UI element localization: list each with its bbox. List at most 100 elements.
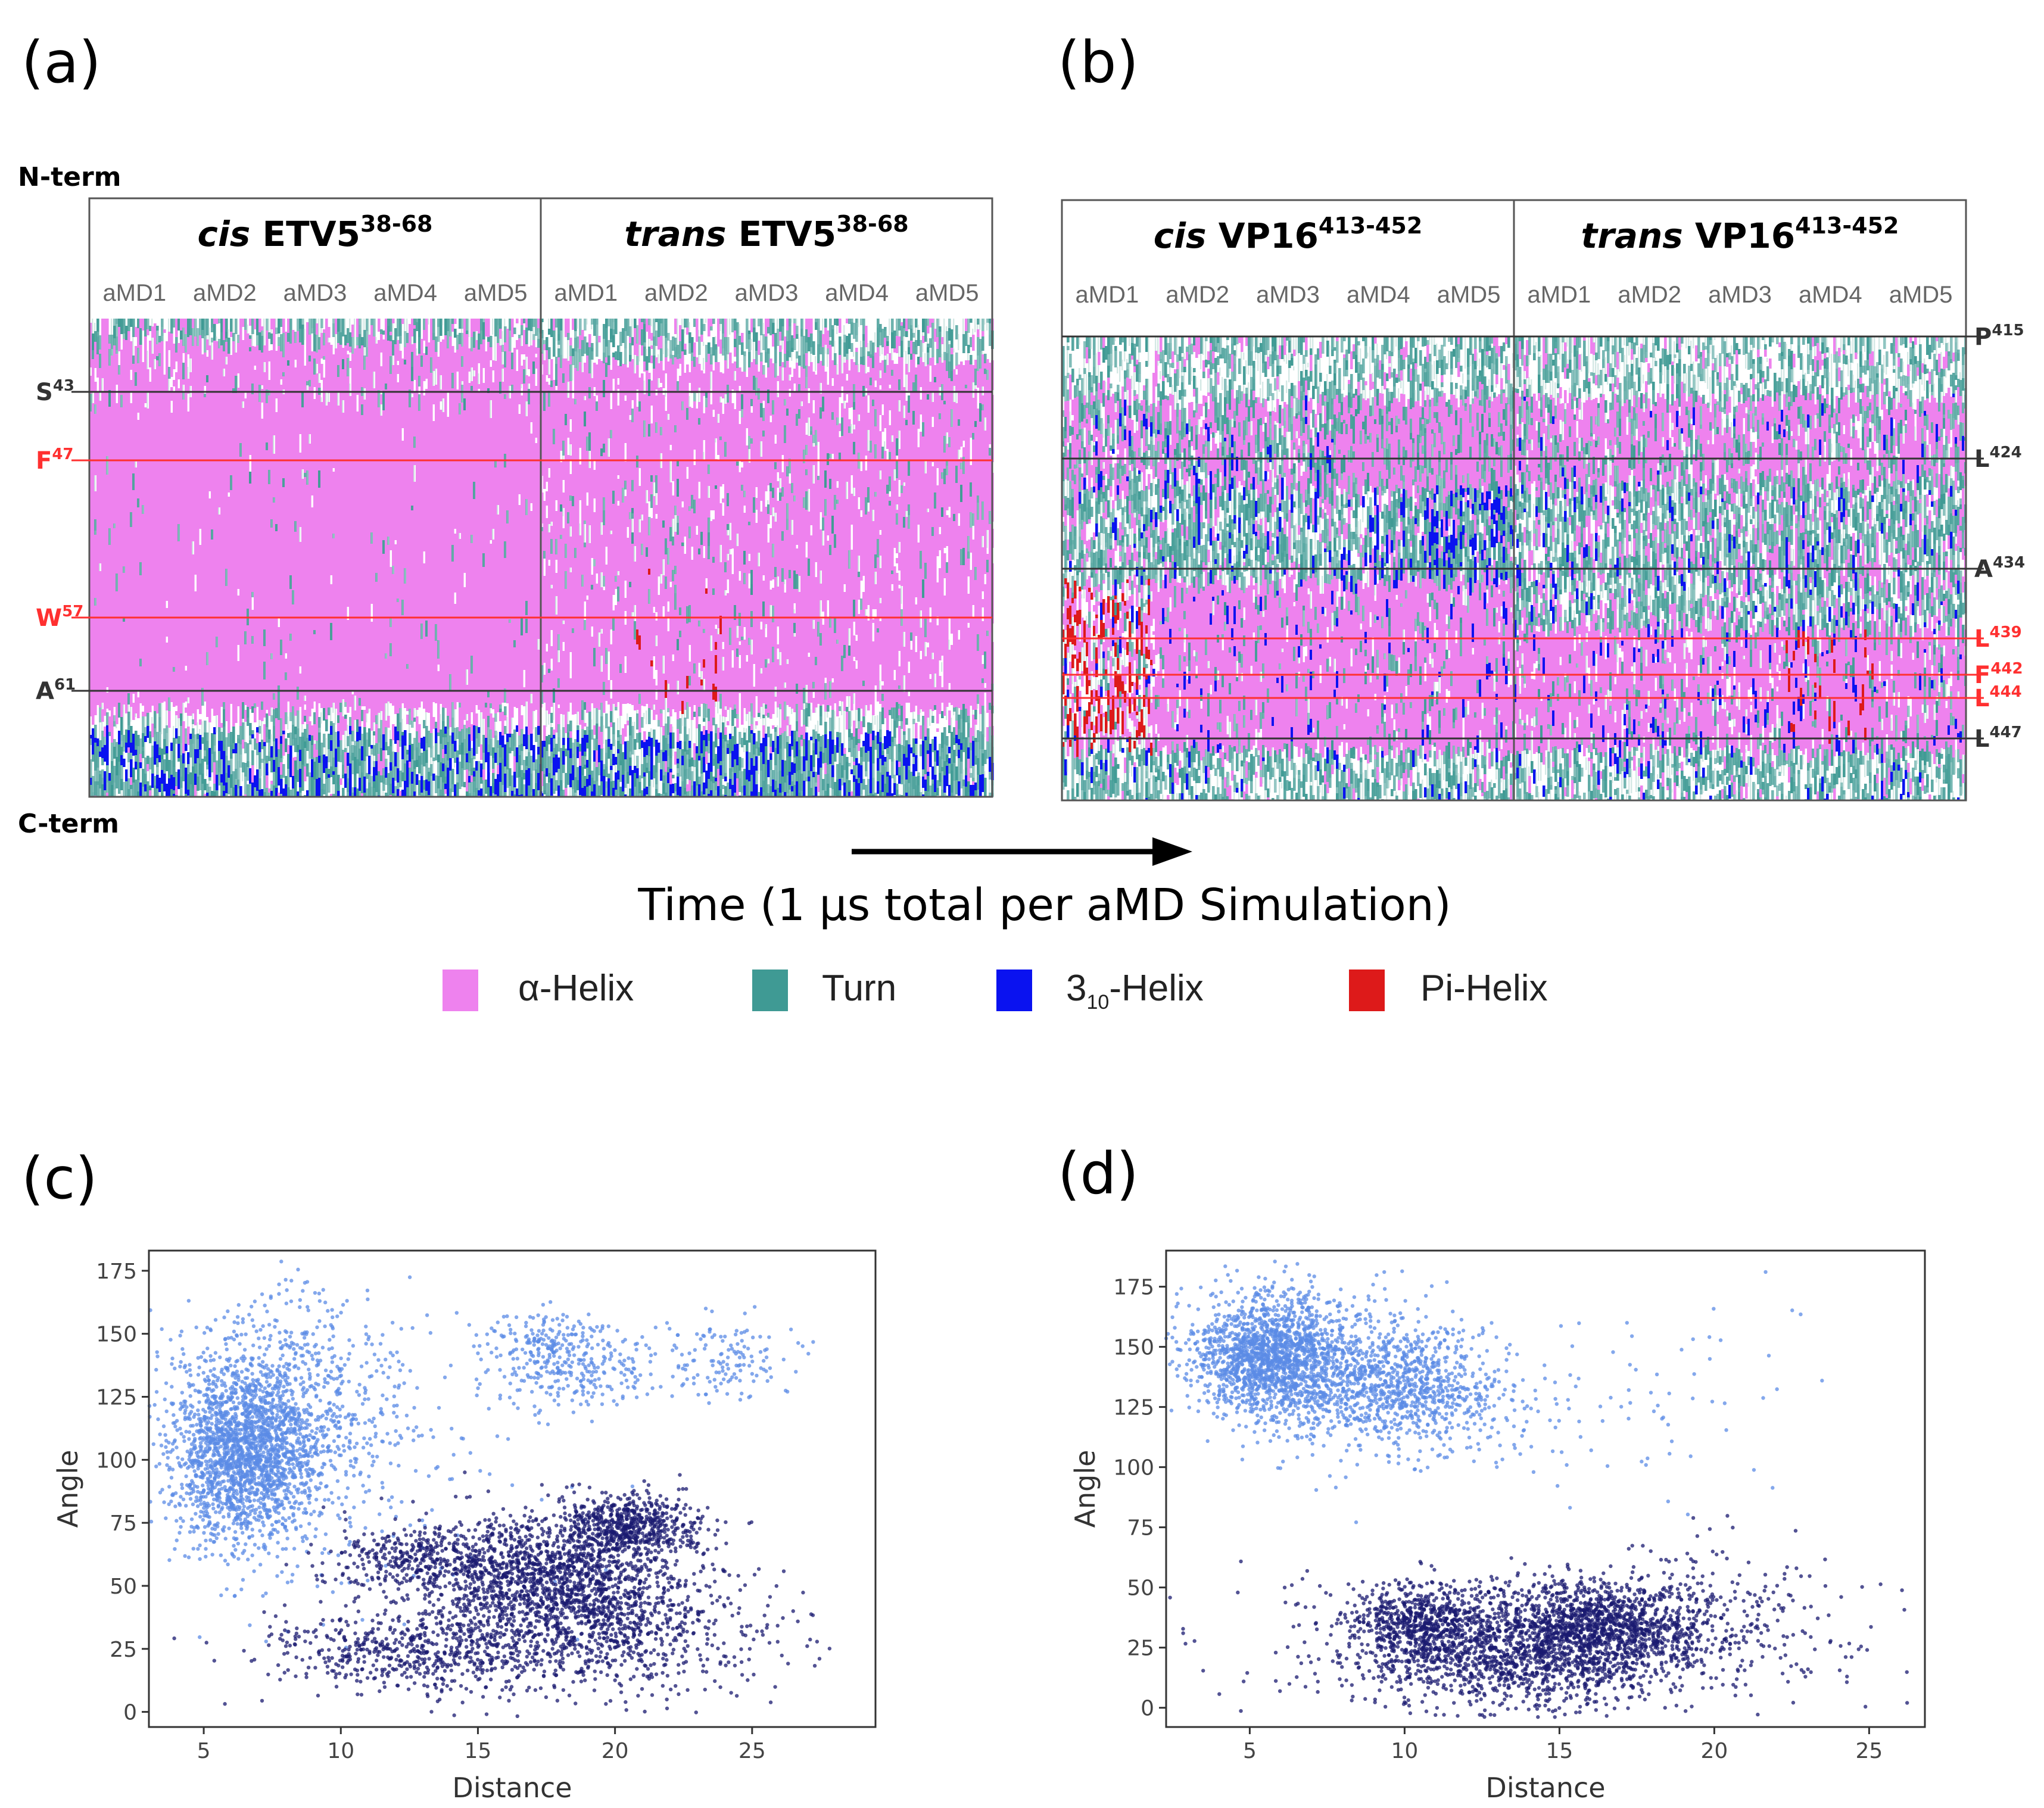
scatter-point (733, 1332, 738, 1337)
scatter-point (204, 1459, 208, 1464)
scatter-point (245, 1415, 250, 1419)
scatter-point (205, 1394, 210, 1398)
scatter-point (244, 1542, 248, 1547)
scatter-point (247, 1411, 251, 1416)
scatter-point (213, 1395, 217, 1400)
scatter-point (291, 1462, 295, 1466)
scatter-point (285, 1288, 289, 1292)
scatter-point (295, 1441, 299, 1445)
scatter-point (659, 1385, 663, 1389)
scatter-point (165, 1449, 170, 1454)
scatter-point (253, 1436, 257, 1441)
scatter-point (195, 1504, 200, 1508)
scatter-point (323, 1433, 328, 1438)
scatter-point (276, 1511, 281, 1516)
scatter-point (245, 1498, 249, 1502)
scatter-point (564, 1517, 568, 1522)
scatter-point (500, 1594, 504, 1598)
scatter-point (292, 1485, 297, 1489)
scatter-point (387, 1498, 391, 1502)
scatter-point (372, 1460, 376, 1464)
scatter-point (665, 1533, 669, 1538)
scatter-point (205, 1422, 209, 1426)
scatter-point (305, 1349, 310, 1354)
scatter-point (743, 1311, 747, 1316)
scatter-point (658, 1505, 662, 1509)
scatter-point (258, 1414, 263, 1419)
scatter-point (506, 1437, 510, 1441)
scatter-point (367, 1335, 371, 1339)
scatter-point (248, 1504, 253, 1509)
scatter-point (581, 1389, 585, 1394)
scatter-point (596, 1342, 600, 1347)
scatter-point (533, 1361, 537, 1366)
scatter-point (175, 1428, 179, 1432)
scatter-point (179, 1360, 183, 1364)
scatter-point (205, 1480, 209, 1485)
scatter-point (202, 1513, 207, 1518)
scatter-point (725, 1355, 730, 1360)
scatter-point (609, 1633, 613, 1637)
scatter-point (307, 1496, 311, 1501)
scatter-point (653, 1325, 658, 1330)
scatter-point (258, 1501, 263, 1505)
scatter-point (276, 1541, 280, 1545)
scatter-point (281, 1516, 285, 1520)
scatter-point (285, 1536, 289, 1541)
scatter-point (649, 1501, 653, 1505)
scatter-point (646, 1491, 651, 1495)
scatter-point (642, 1479, 646, 1483)
scatter-point (567, 1363, 571, 1368)
scatter-point (265, 1310, 269, 1314)
scatter-point (641, 1525, 646, 1529)
scatter-point (288, 1411, 292, 1416)
scatter-point (721, 1339, 725, 1343)
scatter-point (582, 1353, 586, 1357)
scatter-point (348, 1459, 353, 1463)
scatter-point (303, 1491, 307, 1495)
scatter-point (302, 1336, 307, 1340)
time-axis-label: Time (1 μs total per aMD Simulation) (637, 880, 1451, 931)
scatter-point (242, 1480, 247, 1485)
scatter-point (619, 1528, 624, 1532)
scatter-point (327, 1347, 331, 1351)
scatter-point (204, 1441, 208, 1445)
scatter-point (277, 1282, 281, 1286)
scatter-point (597, 1377, 601, 1381)
scatter-point (182, 1435, 186, 1439)
scatter-point (665, 1505, 669, 1510)
scatter-point (313, 1534, 317, 1539)
scatter-point (724, 1520, 728, 1525)
scatter-point (738, 1379, 742, 1383)
series-light (147, 1260, 815, 1650)
scatter-point (602, 1636, 606, 1641)
residue-label: L439 (1974, 624, 2022, 653)
scatter-point (183, 1364, 188, 1368)
scatter-point (362, 1436, 366, 1441)
scatter-point (320, 1551, 325, 1555)
scatter-point (311, 1386, 316, 1390)
scatter-point (298, 1468, 303, 1473)
scatter-point (549, 1392, 553, 1396)
scatter-point (199, 1502, 203, 1506)
scatter-point (192, 1469, 197, 1473)
scatter-point (187, 1464, 192, 1469)
scatter-point (270, 1364, 275, 1368)
scatter-point (418, 1561, 423, 1566)
scatter-point (334, 1414, 339, 1419)
scatter-point (627, 1526, 631, 1530)
scatter-point (332, 1439, 336, 1444)
scatter-point (769, 1375, 773, 1379)
scatter-point (182, 1352, 186, 1356)
scatter-point (596, 1535, 600, 1539)
scatter-point (361, 1445, 366, 1450)
scatter-point (451, 1583, 456, 1588)
scatter-point (269, 1452, 273, 1457)
scatter-point (585, 1651, 590, 1656)
scatter-point (466, 1528, 471, 1532)
scatter-point (276, 1425, 281, 1430)
block-title-cis: cis VP16413-452 (1154, 213, 1423, 256)
scatter-point (649, 1550, 653, 1554)
scatter-point (531, 1580, 535, 1584)
scatter-point (558, 1570, 562, 1575)
